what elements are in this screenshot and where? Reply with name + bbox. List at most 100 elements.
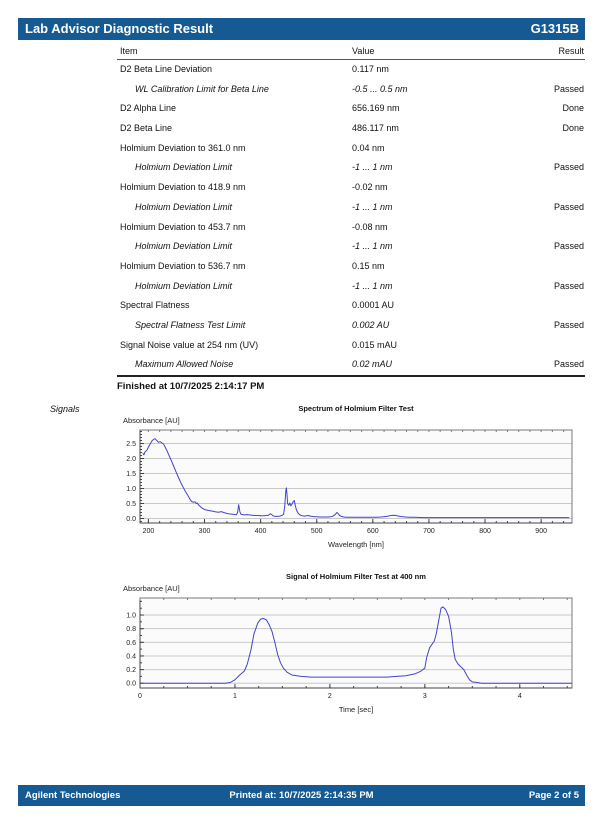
spectrum-chart: 200 300 400 500 600 700 800 900 0.0 0.5 1.0 1.5 2.0 2… [126,429,573,535]
page-title: Lab Advisor Diagnostic Result [25,21,214,36]
table-row: Holmium Deviation Limit -1 ... 1 nm Passed [117,198,585,218]
y-tick-label: 1.0 [126,613,136,620]
y-tick-label: 0.0 [126,516,136,523]
y-tick-label: 0.6 [126,640,136,647]
spectrum-chart-title: Spectrum of Holmium Filter Test [298,404,414,413]
row-result [525,336,585,356]
row-result: Passed [553,162,584,173]
row-item: Signal Noise value at 254 nm (UV) [120,339,259,350]
signal-chart-ylabel: Absorbance [AU] [123,584,180,593]
x-tick-label: 1 [233,693,237,700]
row-value: -1 ... 1 nm [352,162,393,173]
x-tick-label: 4 [518,693,522,700]
row-result: Passed [553,241,584,252]
signals-section-label: Signals [50,404,80,414]
table-row: Maximum Allowed Noise 0.02 mAU Passed [117,355,585,375]
row-value: -1 ... 1 nm [352,201,393,212]
x-tick-label: 600 [367,528,379,535]
table-row: Holmium Deviation Limit -1 ... 1 nm Passed [117,158,585,178]
table-row: WL Calibration Limit for Beta Line -0.5 .… [117,80,585,100]
x-tick-label: 700 [423,528,435,535]
row-item: Holmium Deviation Limit [135,201,233,212]
row-value: -1 ... 1 nm [352,280,393,291]
column-header-result: Result [558,46,584,56]
row-item: Maximum Allowed Noise [135,359,234,370]
row-item: D2 Beta Line [120,123,173,134]
row-result: Passed [553,319,584,330]
row-item: Holmium Deviation to 361.0 nm [120,142,246,153]
row-item: Holmium Deviation Limit [135,162,233,173]
row-value: 0.0001 AU [352,300,395,311]
x-tick-label: 0 [138,693,142,700]
y-tick-label: 0.2 [126,667,136,674]
row-item: Spectral Flatness Test Limit [135,319,246,330]
spectrum-chart-ylabel: Absorbance [AU] [123,416,180,425]
row-result: Done [562,123,584,134]
finished-timestamp: Finished at 10/7/2025 2:14:17 PM [117,381,265,392]
signal-chart-title: Signal of Holmium Filter Test at 400 nm [286,572,426,581]
signal-chart: 0 1 2 3 4 0.0 0.2 0.4 0.6 0.8 1.0 [126,597,573,700]
row-value: 0.02 mAU [352,359,393,370]
row-value: 0.002 AU [352,319,390,330]
table-row: Holmium Deviation to 453.7 nm -0.08 nm [117,218,585,238]
y-tick-label: 2.5 [126,441,136,448]
row-result: Passed [553,83,584,94]
footer-bar: Agilent Technologies Printed at: 10/7/20… [18,785,585,806]
row-result [525,139,585,159]
results-table-header: Item Value Result [117,43,585,60]
column-header-item: Item [120,46,138,56]
table-row: Holmium Deviation Limit -1 ... 1 nm Passed [117,277,585,297]
footer-company: Agilent Technologies [25,790,121,801]
row-value: -1 ... 1 nm [352,241,393,252]
row-value: -0.5 ... 0.5 nm [352,83,408,94]
row-value: 656.169 nm [352,103,400,114]
row-value: 0.015 mAU [352,339,398,350]
x-tick-label: 300 [199,528,211,535]
y-tick-label: 0.4 [126,653,136,660]
row-result [525,218,585,238]
x-tick-label: 3 [423,693,427,700]
row-item: Holmium Deviation Limit [135,241,233,252]
table-row: Spectral Flatness 0.0001 AU [117,296,585,316]
y-tick-label: 2.0 [126,456,136,463]
x-tick-label: 2 [328,693,332,700]
y-tick-label: 0.8 [126,626,136,633]
row-result [525,257,585,277]
row-item: Holmium Deviation Limit [135,280,233,291]
row-result: Done [562,103,584,114]
x-tick-label: 500 [311,528,323,535]
data-line [142,438,570,519]
footer-page-number: Page 2 of 5 [528,790,579,801]
row-result: Passed [553,359,584,370]
header-bar: Lab Advisor Diagnostic Result G1315B [18,18,585,40]
table-row: D2 Beta Line 486.117 nm Done [117,119,585,139]
row-value: 0.15 nm [352,260,385,271]
row-item: Spectral Flatness [120,300,190,311]
table-row: Holmium Deviation to 536.7 nm 0.15 nm [117,257,585,277]
table-row: D2 Beta Line Deviation 0.117 nm [117,60,585,80]
results-table-body: D2 Beta Line Deviation 0.117 nm WL Calibra… [117,60,585,377]
x-tick-label: 900 [535,528,547,535]
y-tick-label: 0.0 [126,681,136,688]
table-row: Holmium Deviation Limit -1 ... 1 nm Passed [117,237,585,257]
row-value: 0.117 nm [352,64,389,74]
signal-chart-block: Signal of Holmium Filter Test at 400 nm … [117,570,590,715]
row-result [525,60,585,80]
row-result: Passed [553,280,584,291]
table-row: Holmium Deviation to 361.0 nm 0.04 nm [117,139,585,159]
row-result [525,296,585,316]
x-tick-label: 800 [479,528,491,535]
data-line [140,606,572,684]
table-row: Spectral Flatness Test Limit 0.002 AU Pass… [117,316,585,336]
spectrum-chart-xlabel: Wavelength [nm] [328,540,384,549]
y-tick-label: 1.5 [126,471,136,478]
footer-printed-at: Printed at: 10/7/2025 2:14:35 PM [229,790,374,801]
table-row: D2 Alpha Line 656.169 nm Done [117,99,585,119]
row-item: Holmium Deviation to 536.7 nm [120,260,246,271]
results-table: Item Value Result D2 Beta Line Deviation… [117,43,585,377]
row-value: 486.117 nm [352,123,399,134]
x-tick-label: 400 [255,528,267,535]
row-result [525,178,585,198]
row-result: Passed [553,201,584,212]
